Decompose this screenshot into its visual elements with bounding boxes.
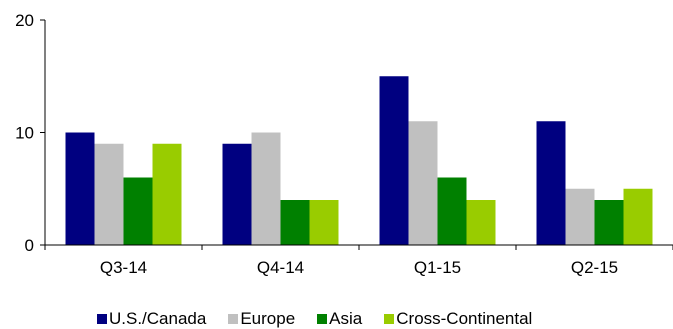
legend-item: U.S./Canada: [97, 309, 206, 329]
bar-Q3-14-U.S./Canada: [65, 132, 95, 245]
bar-Q3-14-Europe: [94, 143, 124, 245]
x-tick-label: Q2-15: [571, 258, 618, 277]
y-tick-label: 10: [15, 124, 34, 143]
bar-Q1-15-Europe: [408, 121, 438, 245]
bar-Q4-14-Cross-Continental: [309, 200, 339, 245]
bar-Q3-14-Cross-Continental: [152, 143, 182, 245]
legend-item: Cross-Continental: [384, 309, 532, 329]
bar-Q1-15-Asia: [437, 177, 467, 245]
legend-label: Cross-Continental: [396, 309, 533, 328]
legend-swatch: [384, 314, 395, 324]
legend-label: Europe: [240, 309, 296, 328]
legend-item: Asia: [317, 309, 362, 329]
legend: U.S./Canada Europe Asia Cross-Continental: [97, 309, 554, 329]
bar-Q3-14-Asia: [123, 177, 153, 245]
bar-Q2-15-Cross-Continental: [623, 188, 653, 245]
bar-Q4-14-Europe: [251, 132, 281, 245]
axes-group: 0 10 20 Q3-14 Q4-14 Q1-15 Q2-15: [15, 11, 673, 277]
legend-swatch: [317, 314, 328, 324]
legend-item: Europe: [228, 309, 295, 329]
bar-chart: 0 10 20 Q3-14 Q4-14 Q1-15 Q2-15: [15, 11, 673, 277]
bar-Q2-15-U.S./Canada: [536, 121, 566, 245]
x-tick-label: Q1-15: [414, 258, 461, 277]
y-tick-label: 20: [15, 11, 34, 30]
bar-Q4-14-Asia: [280, 200, 310, 245]
bar-Q1-15-U.S./Canada: [379, 76, 409, 245]
y-tick-label: 0: [25, 236, 34, 255]
legend-swatch: [97, 314, 107, 324]
legend-swatch: [228, 314, 239, 324]
bar-Q1-15-Cross-Continental: [466, 200, 496, 245]
x-tick-label: Q3-14: [100, 258, 147, 277]
bar-Q2-15-Asia: [594, 200, 624, 245]
legend-label: Asia: [329, 309, 363, 328]
bar-Q4-14-U.S./Canada: [222, 143, 252, 245]
bar-Q2-15-Europe: [565, 188, 595, 245]
x-tick-label: Q4-14: [257, 258, 304, 277]
bars-group: [65, 76, 653, 245]
legend-label: U.S./Canada: [109, 309, 207, 328]
